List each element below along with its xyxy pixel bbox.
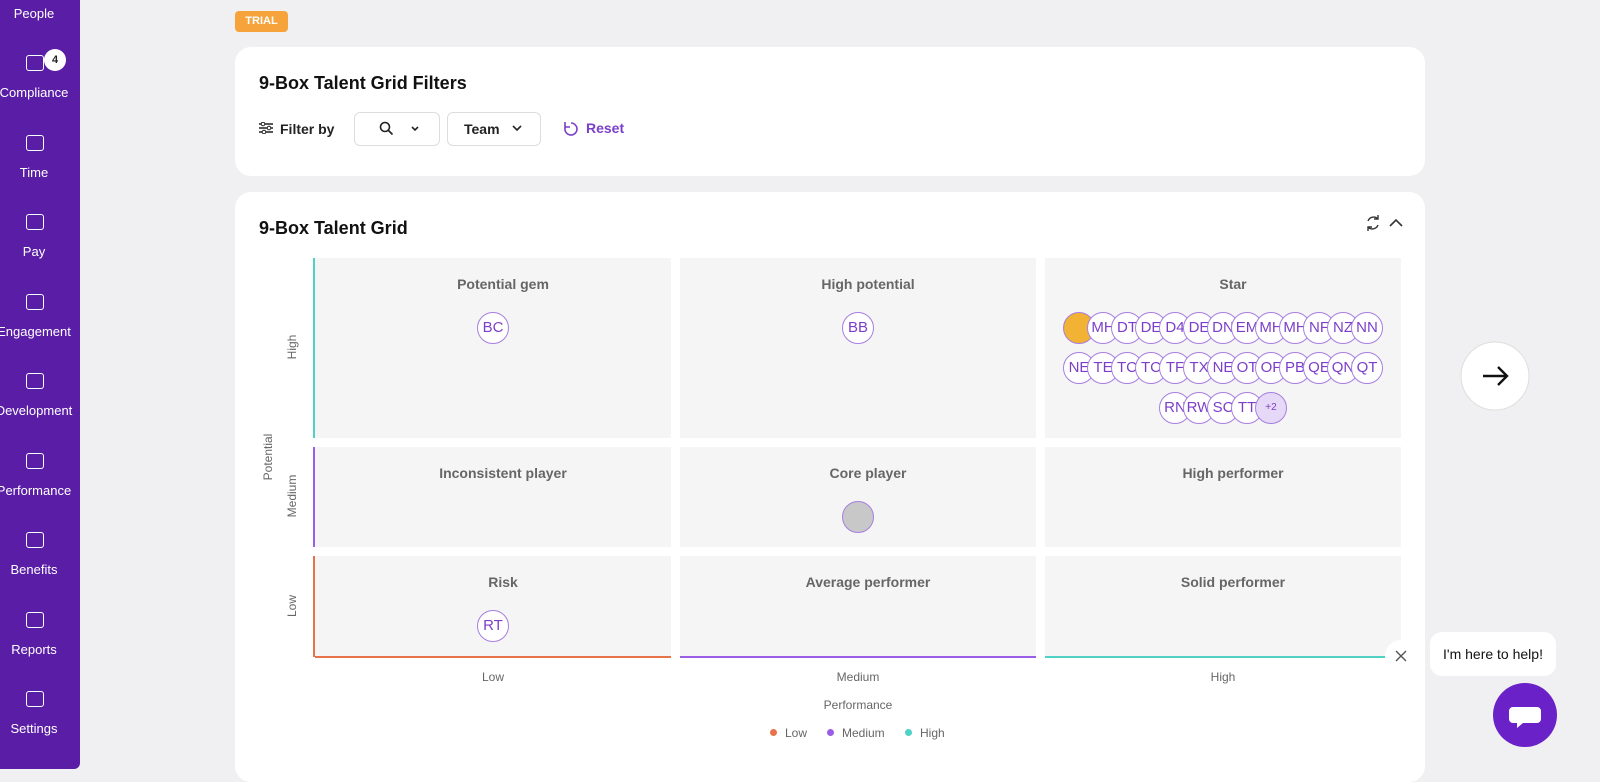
sidebar: People Compliance 4 Time Pay Engagement Develo… — [0, 0, 80, 769]
nav-icon — [26, 294, 44, 310]
nav-item[interactable]: Engagement — [0, 324, 71, 339]
grid-title: 9-Box Talent Grid — [259, 218, 408, 238]
nav-icon — [26, 612, 44, 628]
filters-card: 9-Box Talent Grid Filters Filter by Team… — [235, 47, 1425, 176]
nav-item[interactable]: Time — [19, 165, 49, 180]
nav-icon — [26, 453, 44, 469]
chat-launcher[interactable] — [1493, 683, 1559, 749]
search-icon — [379, 121, 419, 136]
nav-item[interactable]: Settings — [10, 721, 58, 736]
reset-icon — [564, 122, 578, 136]
grid-controls[interactable] — [1365, 214, 1407, 232]
team-dropdown[interactable]: Team — [447, 112, 541, 146]
chevron — [512, 125, 522, 132]
filter-icon — [259, 122, 273, 134]
search-dropdown[interactable] — [354, 112, 440, 146]
nav-icon — [26, 373, 44, 389]
nav-icon — [26, 214, 44, 230]
nav-item[interactable]: Compliance — [0, 85, 69, 100]
nav-item[interactable]: Reports — [11, 642, 57, 657]
nav-item[interactable]: People — [13, 6, 55, 21]
trial-badge: TRIAL — [235, 11, 288, 32]
nav-icon — [26, 691, 44, 707]
chat-bubble: I'm here to help! — [1430, 632, 1556, 676]
nav-icon — [26, 55, 44, 71]
chat-close[interactable] — [1384, 639, 1418, 673]
nav-item[interactable]: Development — [0, 403, 73, 418]
nav-icon — [26, 532, 44, 548]
reset-button[interactable]: Reset — [586, 120, 625, 136]
grid-card: 9-Box Talent Grid — [235, 192, 1425, 782]
nav-icon — [26, 135, 44, 151]
team-label: Team — [464, 121, 500, 137]
next-button[interactable] — [1460, 341, 1532, 413]
filters-title: 9-Box Talent Grid Filters — [259, 73, 467, 93]
filter-by-label: Filter by — [280, 121, 335, 137]
nav-item[interactable]: Performance — [0, 483, 72, 498]
notification-badge: 4 — [44, 49, 66, 71]
nav-item[interactable]: Pay — [22, 244, 46, 259]
nav-item[interactable]: Benefits — [10, 562, 58, 577]
